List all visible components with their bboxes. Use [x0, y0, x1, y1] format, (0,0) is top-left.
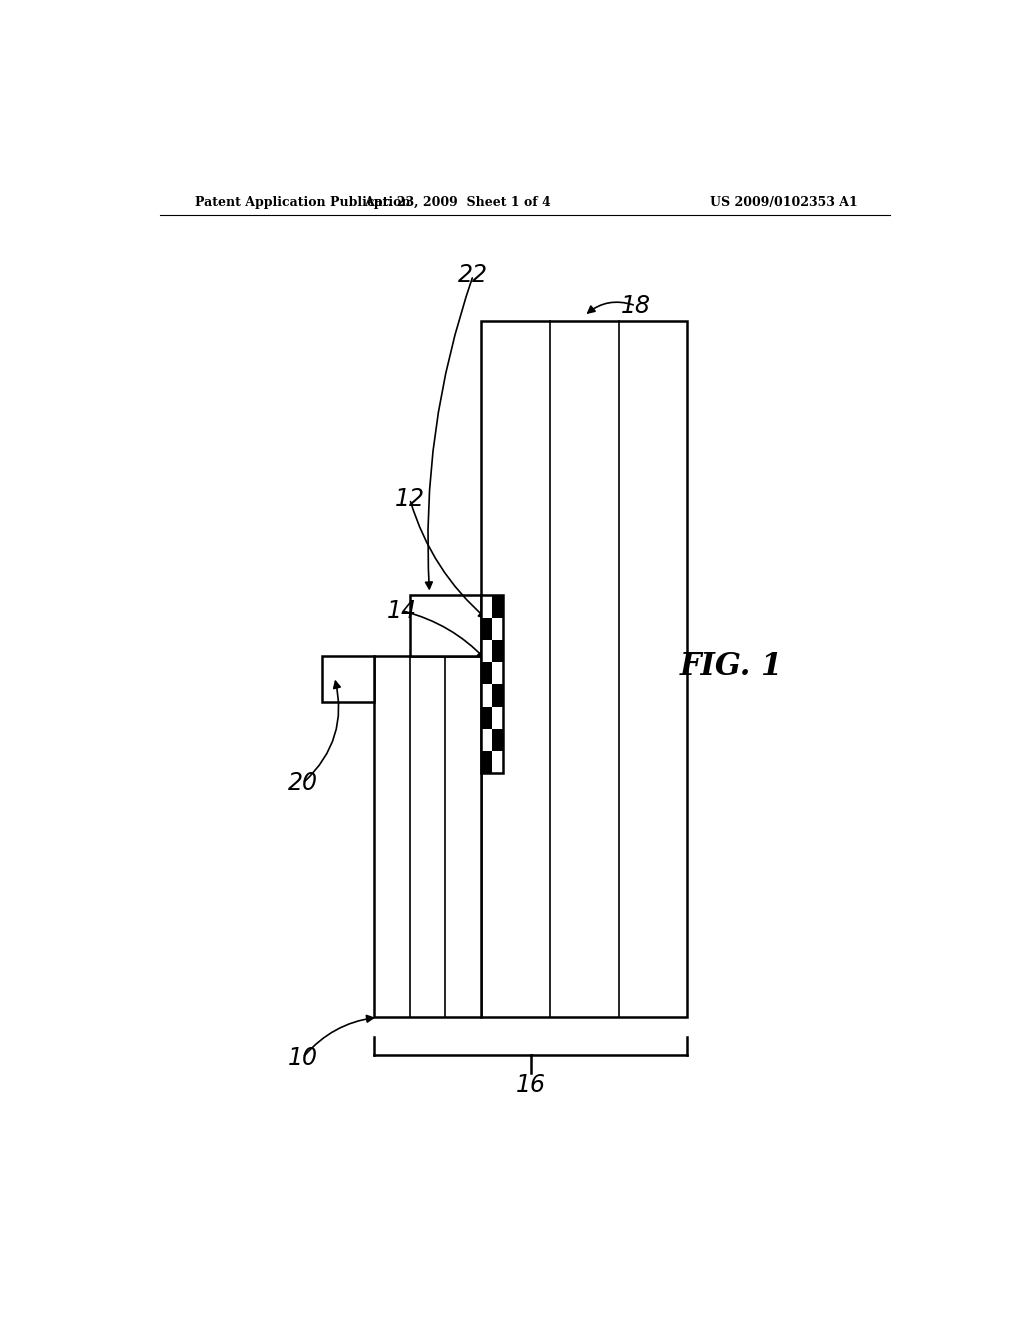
Bar [481, 751, 493, 774]
Text: 12: 12 [394, 487, 425, 511]
Bar [493, 706, 504, 729]
Bar [493, 729, 504, 751]
Text: 18: 18 [621, 294, 651, 318]
Bar [493, 618, 504, 640]
Bar [493, 751, 504, 774]
Bar [374, 656, 481, 1018]
Bar [481, 640, 493, 663]
Bar [323, 656, 374, 702]
Bar [481, 729, 493, 751]
Text: Apr. 23, 2009  Sheet 1 of 4: Apr. 23, 2009 Sheet 1 of 4 [364, 195, 551, 209]
Text: 16: 16 [516, 1073, 546, 1097]
Bar [481, 706, 493, 729]
Bar [481, 321, 687, 1018]
Text: 14: 14 [387, 599, 417, 623]
Bar [481, 595, 504, 774]
Bar [481, 618, 493, 640]
Text: 10: 10 [288, 1045, 317, 1071]
Bar [410, 595, 481, 656]
Text: US 2009/0102353 A1: US 2009/0102353 A1 [711, 195, 858, 209]
Bar [493, 684, 504, 706]
Bar [493, 663, 504, 684]
Text: 20: 20 [288, 771, 317, 796]
Text: Patent Application Publication: Patent Application Publication [196, 195, 411, 209]
Bar [481, 663, 493, 684]
Bar [493, 595, 504, 618]
Bar [481, 684, 493, 706]
Text: FIG. 1: FIG. 1 [680, 651, 782, 682]
Text: 22: 22 [458, 263, 488, 288]
Bar [481, 595, 493, 618]
Bar [493, 640, 504, 663]
